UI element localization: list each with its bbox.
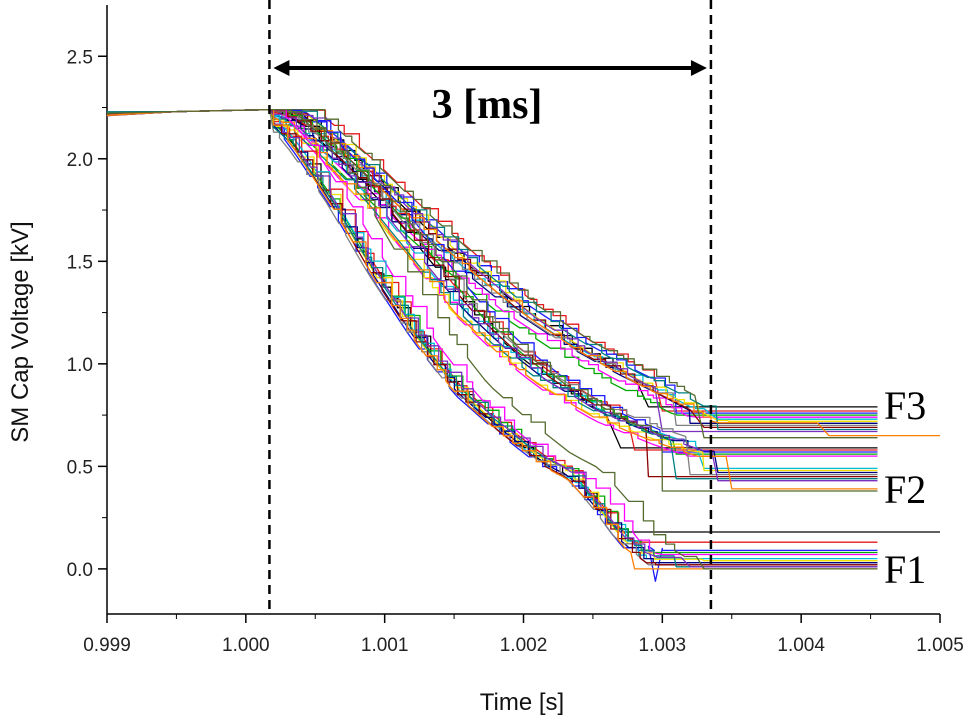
- x-tick-label: 1.004: [777, 635, 825, 656]
- series-line-f1-10: [106, 108, 878, 566]
- x-axis-label: Time [s]: [480, 689, 564, 716]
- y-tick-label: 2.0: [67, 150, 93, 171]
- series-line-f2-13: [106, 108, 878, 490]
- x-tick-label: 1.003: [639, 635, 687, 656]
- y-axis-label: SM Cap Voltage [kV]: [7, 221, 34, 442]
- group-label-f2: F2: [884, 467, 926, 512]
- group-label-f3: F3: [884, 383, 926, 428]
- interval-arrow-head-left: [273, 60, 290, 76]
- y-tick-label: 0.5: [67, 457, 93, 478]
- series-line-f2-12: [106, 108, 878, 482]
- series-line-f3-11: [106, 108, 878, 431]
- annotations: [268, 0, 713, 614]
- y-tick-label: 2.5: [67, 47, 93, 68]
- x-tick-label: 0.999: [83, 635, 131, 656]
- plot-area: [106, 108, 940, 582]
- series-line-f3-4: [106, 108, 878, 416]
- series-line-f3-14: [106, 108, 878, 439]
- y-axis: 0.0 0.5 1.0 1.5 2.0 2.5: [67, 47, 107, 581]
- series-line-f1-12: [106, 108, 878, 568]
- y-tick-label: 1.5: [67, 252, 93, 273]
- x-tick-label: 1.001: [361, 635, 409, 656]
- y-tick-label: 0.0: [67, 560, 93, 581]
- series-line-f1-11: [106, 108, 878, 568]
- x-axis: 0.999 1.000 1.001 1.002 1.003 1.004 1.005: [83, 614, 964, 656]
- series-line-f2-3: [106, 108, 878, 453]
- series-line-f1-14: [106, 108, 878, 570]
- interval-label: 3 [ms]: [432, 82, 543, 128]
- y-tick-label: 1.0: [67, 355, 93, 376]
- x-tick-label: 1.005: [916, 635, 964, 656]
- interval-arrow-head-right: [690, 60, 707, 76]
- group-label-f1: F1: [884, 547, 926, 592]
- series-line-f2-5: [106, 108, 878, 457]
- series-line-f2-6: [106, 108, 878, 470]
- series-line-f2-7: [106, 108, 878, 472]
- series-line-f2-14: [106, 108, 878, 492]
- series-line-f1-13: [106, 108, 878, 570]
- series-line-f3-2: [106, 108, 878, 412]
- x-tick-label: 1.002: [500, 635, 548, 656]
- series-line-f2-10: [106, 108, 878, 478]
- x-tick-label: 1.000: [222, 635, 270, 656]
- series-line-f3-5: [106, 108, 878, 418]
